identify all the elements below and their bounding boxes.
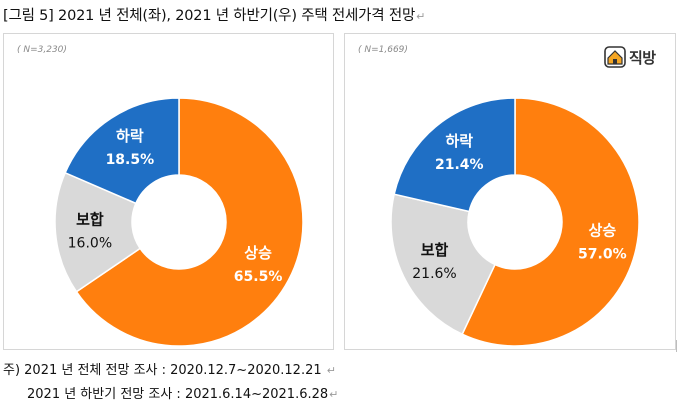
- donut-chart-right: 상승 57.0% 보합 21.6% 하락 21.4%: [390, 97, 640, 347]
- slice-up: [75, 97, 304, 347]
- slice-flat: [54, 171, 142, 293]
- footnote-2: 2021 년 하반기 전망 조사 : 2021.6.14~2021.6.28↵: [27, 387, 339, 402]
- paragraph-mark: ↵: [416, 10, 426, 23]
- slice-value-up: 65.5%: [234, 269, 283, 285]
- paragraph-mark: ↵: [329, 388, 339, 401]
- slice-up: [461, 97, 640, 347]
- slice-down: [393, 97, 516, 213]
- slice-label-up: 상승: [244, 244, 272, 262]
- slice-label-down: 하락: [116, 127, 144, 145]
- slice-label-flat: 보합: [421, 241, 449, 259]
- slice-value-down: 18.5%: [106, 152, 155, 168]
- house-logo-icon: [604, 46, 626, 68]
- chart-panel-right: ( N=1,669) 상승 57.0% 보합 21.6% 하락 21.4% 직방: [344, 33, 676, 350]
- donut-chart-left: 상승 65.5% 보합 16.0% 하락 18.5%: [54, 97, 304, 347]
- slice-label-up: 상승: [589, 222, 617, 240]
- slice-value-up: 57.0%: [578, 247, 627, 263]
- slice-label-flat: 보합: [76, 210, 104, 228]
- footnote-1: 주) 2021 년 전체 전망 조사 : 2020.12.7~2020.12.2…: [3, 363, 336, 378]
- sample-size-label: ( N=3,230): [17, 45, 67, 55]
- figure-title: [그림 5] 2021 년 전체(좌), 2021 년 하반기(우) 주택 전세…: [3, 8, 426, 24]
- slice-value-flat: 16.0%: [68, 235, 112, 251]
- divider-mark: [676, 340, 677, 352]
- logo-text: 직방: [629, 48, 656, 67]
- slice-value-down: 21.4%: [435, 157, 484, 173]
- chart-panel-left: ( N=3,230) 상승 65.5% 보합 16.0% 하락 18.5%: [3, 33, 334, 350]
- zigbang-logo: 직방: [604, 45, 656, 69]
- paragraph-mark: ↵: [326, 364, 336, 377]
- slice-label-down: 하락: [445, 132, 473, 150]
- slice-value-flat: 21.6%: [412, 266, 456, 282]
- sample-size-label: ( N=1,669): [358, 45, 408, 55]
- slice-down: [64, 97, 180, 205]
- slice-flat: [390, 193, 496, 336]
